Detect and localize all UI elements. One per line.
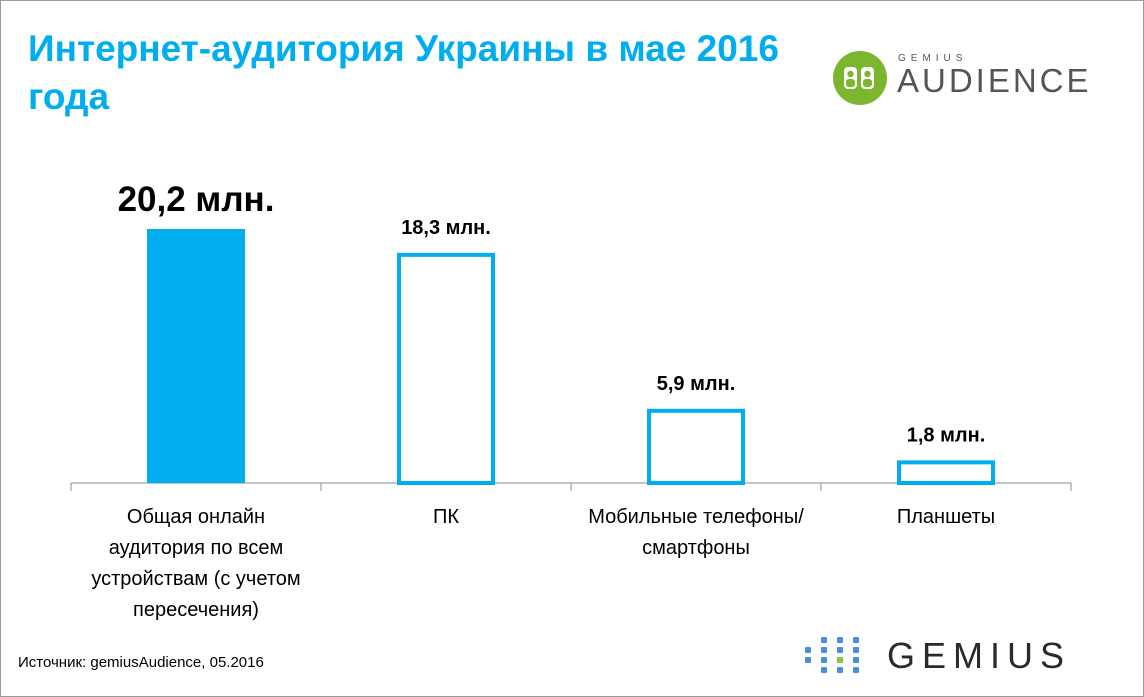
gemius-dots-icon — [805, 637, 859, 673]
logo-dot — [821, 647, 827, 653]
category-label-line: устройствам (с учетом — [91, 568, 300, 590]
data-label: 5,9 млн. — [657, 373, 736, 395]
category-label-line: смартфоны — [642, 537, 750, 559]
bar-chart: 20,2 млн. Общая онлайн аудитория по всем ус… — [70, 180, 1072, 621]
bar — [397, 252, 495, 485]
category-label-line: аудитория по всем — [109, 537, 284, 559]
gemius-logo: GEMIUS — [801, 633, 1121, 677]
audience-people-icon — [833, 51, 887, 105]
logo-dot — [837, 667, 843, 673]
category-label: Мобильные телефоны/смартфоны — [588, 506, 804, 559]
bar — [647, 408, 745, 486]
category-label-line: ПК — [433, 506, 459, 528]
logo-dot — [821, 657, 827, 663]
category-label-line: Общая онлайн — [127, 506, 265, 528]
logo-small-text: GEMIUS — [898, 53, 968, 64]
bar — [897, 460, 995, 485]
category-label: Общая онлайн аудитория по всем устройствам… — [91, 506, 300, 621]
logo-dot — [853, 657, 859, 663]
data-label: 1,8 млн. — [907, 424, 986, 446]
logo-dot — [853, 637, 859, 643]
bar — [147, 229, 245, 483]
page-title: Интернет-аудитория Украины в мае 2016 го… — [28, 28, 779, 117]
data-label: 20,2 млн. — [118, 180, 275, 219]
category-label-line: Мобильные телефоны/ — [588, 506, 804, 528]
logo-dot — [821, 637, 827, 643]
gemius-audience-logo: GEMIUS AUDIENCE — [833, 51, 1093, 105]
logo-dot — [837, 657, 843, 663]
gemius-wordmark: GEMIUS — [887, 635, 1072, 676]
logo-dot — [837, 637, 843, 643]
data-label: 18,3 млн. — [401, 217, 491, 239]
logo-dot — [821, 667, 827, 673]
logo-dot — [837, 647, 843, 653]
category-label: ПК — [433, 506, 459, 528]
logo-dot — [805, 657, 811, 663]
logo-dot — [853, 647, 859, 653]
source-note: Источник: gemiusAudience, 05.2016 — [18, 654, 264, 671]
category-label: Планшеты — [897, 506, 995, 528]
category-label-line: пересечения) — [133, 599, 259, 621]
category-label-line: Планшеты — [897, 506, 995, 528]
logo-dot — [853, 667, 859, 673]
logo-big-text: AUDIENCE — [897, 62, 1092, 99]
logo-dot — [805, 647, 811, 653]
